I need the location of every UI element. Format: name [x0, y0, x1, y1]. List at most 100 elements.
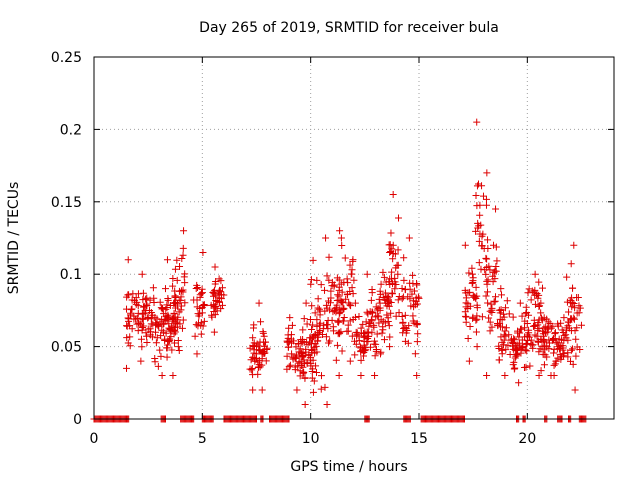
data-point: [283, 352, 291, 360]
data-point: [198, 304, 206, 312]
data-point: [394, 270, 402, 278]
data-point: [378, 329, 386, 337]
x-axis-label: GPS time / hours: [290, 459, 407, 475]
data-point: [351, 351, 359, 359]
data-point: [525, 326, 533, 334]
data-point: [371, 337, 379, 345]
data-point: [248, 366, 256, 374]
data-point: [395, 309, 403, 317]
data-point: [523, 319, 531, 327]
data-point: [304, 341, 312, 349]
data-point: [572, 335, 580, 343]
data-point: [464, 289, 472, 297]
data-point: [308, 339, 316, 347]
data-point: [500, 313, 508, 321]
data-point: [338, 288, 346, 296]
data-point: [364, 329, 372, 337]
data-point: [317, 281, 325, 289]
data-point: [496, 315, 504, 323]
data-point: [513, 351, 521, 359]
data-point: [301, 374, 309, 382]
data-point: [372, 313, 380, 321]
data-point: [401, 324, 409, 332]
data-point: [357, 356, 365, 364]
data-point: [377, 316, 385, 324]
data-point: [360, 346, 368, 354]
data-point: [537, 367, 545, 375]
data-point: [126, 333, 134, 341]
data-point: [197, 319, 205, 327]
data-point: [502, 304, 510, 312]
data-point: [389, 241, 397, 249]
data-point: [466, 302, 474, 310]
data-point: [486, 327, 494, 335]
data-point: [521, 324, 529, 332]
data-point: [351, 337, 359, 345]
data-point: [298, 352, 306, 360]
data-point: [509, 313, 517, 321]
data-point: [284, 343, 292, 351]
data-point: [335, 276, 343, 284]
data-point: [382, 278, 390, 286]
y-axis-label: SRMTID / TECUs: [6, 182, 22, 295]
data-point: [564, 353, 572, 361]
data-point: [154, 362, 162, 370]
data-point: [284, 334, 292, 342]
data-point: [504, 341, 512, 349]
data-point: [313, 276, 321, 284]
data-point: [128, 305, 136, 313]
data-point: [349, 290, 357, 298]
data-point: [363, 308, 371, 316]
data-point: [151, 355, 159, 363]
data-point: [386, 248, 394, 256]
data-point: [315, 305, 323, 313]
data-point: [124, 256, 132, 264]
data-point: [495, 342, 503, 350]
data-point: [165, 324, 173, 332]
data-point: [546, 319, 554, 327]
data-point: [249, 353, 257, 361]
data-point: [382, 299, 390, 307]
data-point: [563, 273, 571, 281]
data-point: [350, 276, 358, 284]
data-point: [164, 311, 172, 319]
data-point: [132, 294, 140, 302]
data-point: [346, 301, 354, 309]
data-point: [475, 237, 483, 245]
data-point: [545, 339, 553, 347]
data-point: [476, 201, 484, 209]
data-point: [551, 360, 559, 368]
data-point: [285, 324, 293, 332]
data-point: [376, 350, 384, 358]
data-point: [323, 321, 331, 329]
data-point: [519, 343, 527, 351]
data-point: [258, 386, 266, 394]
data-point: [411, 350, 419, 358]
data-point: [469, 314, 477, 322]
data-point: [173, 256, 181, 264]
data-point: [190, 296, 198, 304]
data-point: [484, 276, 492, 284]
data-point: [539, 350, 547, 358]
data-point: [217, 305, 225, 313]
data-point: [176, 263, 184, 271]
data-point: [142, 329, 150, 337]
data-point: [335, 286, 343, 294]
data-point: [179, 316, 187, 324]
data-point: [484, 299, 492, 307]
data-point: [338, 242, 346, 250]
data-point: [193, 281, 201, 289]
data-point: [392, 280, 400, 288]
data-point: [384, 317, 392, 325]
data-point: [472, 191, 480, 199]
data-point: [566, 299, 574, 307]
data-point: [368, 328, 376, 336]
data-point: [171, 328, 179, 336]
data-point: [488, 323, 496, 331]
data-point: [409, 317, 417, 325]
data-point: [157, 332, 165, 340]
y-tick-label: 0.2: [60, 122, 82, 138]
data-point: [314, 295, 322, 303]
data-point: [566, 357, 574, 365]
grid-layer: [94, 57, 614, 419]
